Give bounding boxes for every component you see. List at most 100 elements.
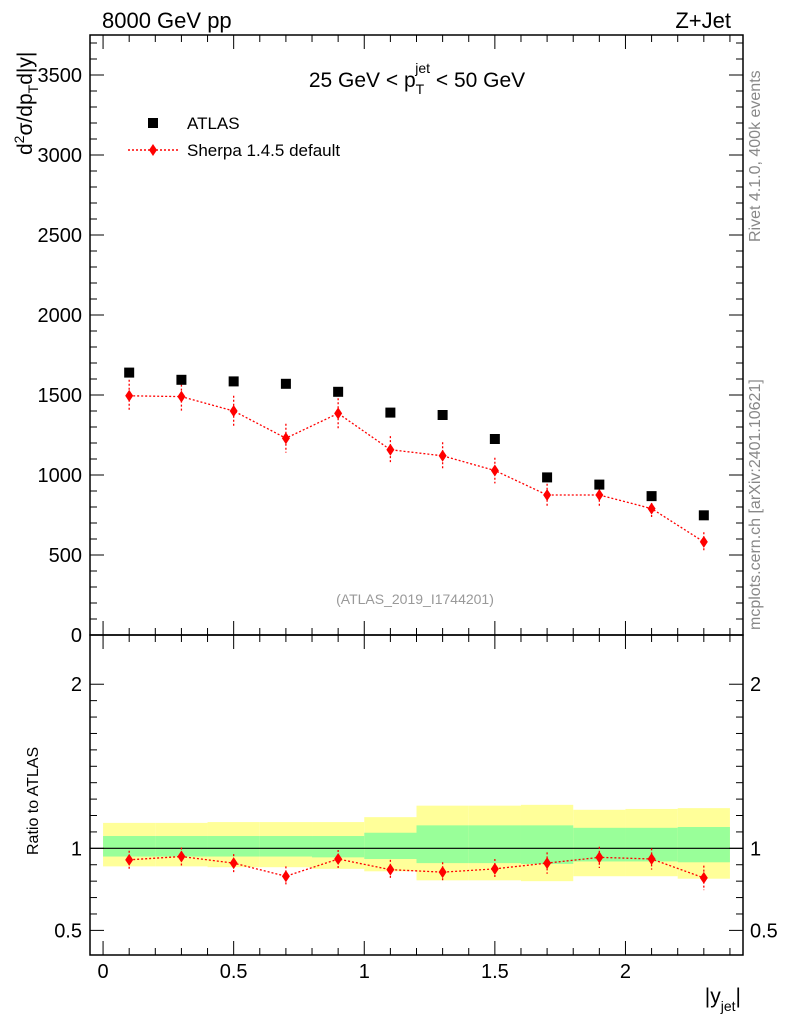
- sherpa-point: [229, 405, 238, 417]
- ratio-panel: 0.5 0.5 1 1 2 2 0 0.5 1 1.5 2 Ratio to ATLAS |yjet…: [25, 634, 778, 1014]
- x-tick-label: 1.5: [481, 961, 509, 983]
- ratio-band-green: [364, 832, 417, 859]
- sherpa-point: [490, 464, 499, 477]
- xlabel-sub: jet: [720, 998, 736, 1014]
- legend-sherpa-label: Sherpa 1.4.5 default: [187, 141, 340, 160]
- main-ylabel: d2σ/dpTd|y|: [11, 52, 41, 155]
- main-ticks: 0 500 1000 1500 2000 2500 3000 3500: [38, 35, 743, 647]
- sherpa-point: [438, 449, 447, 462]
- ratio-point: [490, 862, 499, 875]
- ratio-point: [125, 853, 134, 866]
- xlabel-post: |: [736, 985, 741, 1008]
- ratio-point: [386, 863, 395, 876]
- mcplots-label: mcplots.cern.ch [arXiv:2401.10621]: [747, 379, 764, 630]
- atlas-point: [542, 472, 553, 483]
- atlas-point: [698, 510, 709, 521]
- ratio-band-green: [155, 836, 208, 857]
- ratio-ticks: 0.5 0.5 1 1 2 2 0 0.5 1 1.5 2: [54, 635, 778, 983]
- ratio-point: [647, 853, 656, 865]
- ratio-ytick-label-right: 2: [750, 674, 761, 696]
- sherpa-point: [647, 502, 656, 515]
- x-tick-label: 0: [97, 961, 108, 983]
- atlas-point: [280, 378, 291, 389]
- main-ytick-label: 500: [49, 545, 82, 567]
- ylabel-sigma: σ/dp: [14, 93, 37, 135]
- ratio-band-green: [259, 836, 313, 857]
- panel-title-post: < 50 GeV: [430, 69, 525, 92]
- sherpa-point: [125, 389, 134, 402]
- panel-title-pre: 25 GeV < p: [309, 69, 416, 92]
- rivet-label: Rivet 4.1.0, 400k events: [747, 70, 764, 242]
- legend-sherpa-marker: [149, 144, 157, 156]
- main-marks: [124, 367, 709, 552]
- xlabel-pre: |y: [705, 985, 721, 1008]
- main-ytick-label: 2000: [38, 305, 83, 327]
- ratio-band-green: [207, 836, 260, 857]
- x-tick-label: 2: [620, 961, 631, 983]
- panel-title: 25 GeV < pTjet < 50 GeV: [309, 60, 525, 97]
- atlas-point: [333, 386, 344, 397]
- atlas-point: [228, 376, 239, 387]
- ratio-ylabel: Ratio to ATLAS: [25, 747, 42, 855]
- panel-title-sub: T: [416, 81, 425, 97]
- ratio-band-green: [468, 825, 521, 864]
- legend-atlas-marker: [148, 118, 158, 128]
- ylabel-rest: d|y|: [14, 52, 37, 85]
- legend-atlas-label: ATLAS: [187, 114, 240, 133]
- ratio-point: [334, 853, 343, 865]
- ratio-point: [595, 851, 604, 864]
- ratio-ytick-label-right: 1: [750, 838, 761, 860]
- atlas-point: [124, 367, 135, 378]
- ratio-band-green: [416, 825, 469, 864]
- ratio-point: [281, 870, 290, 883]
- ratio-bands: [90, 804, 743, 882]
- x-tick-label: 0.5: [220, 961, 248, 983]
- ylabel-sup: 2: [11, 135, 27, 143]
- sherpa-point: [177, 390, 186, 403]
- atlas-point: [437, 410, 448, 420]
- ratio-band-green: [677, 827, 730, 863]
- main-ytick-label: 3000: [38, 145, 83, 167]
- x-axis-label: |yjet|: [705, 985, 741, 1014]
- ratio-point: [543, 857, 552, 870]
- ratio-point: [229, 857, 238, 870]
- main-ytick-label: 0: [71, 625, 82, 647]
- panel-title-sup: jet: [414, 60, 430, 76]
- ratio-ytick-label-right: 0.5: [750, 920, 778, 942]
- ratio-marks: [125, 846, 708, 891]
- sherpa-point: [334, 407, 343, 420]
- atlas-point: [594, 479, 605, 490]
- ratio-line: [129, 855, 705, 879]
- sherpa-point: [595, 489, 604, 501]
- ylabel-sub: T: [25, 84, 41, 93]
- header-left-title: 8000 GeV pp: [102, 8, 232, 33]
- atlas-point: [385, 407, 396, 418]
- atlas-point: [176, 374, 187, 385]
- sherpa-point: [386, 443, 395, 456]
- sherpa-point: [281, 432, 290, 445]
- header-right-title: Z+Jet: [675, 8, 731, 33]
- main-ytick-label: 3500: [38, 65, 83, 87]
- ratio-frame: [89, 634, 744, 956]
- main-ytick-label: 1500: [38, 385, 83, 407]
- ratio-ytick-label-left: 2: [71, 674, 82, 696]
- sherpa-line: [129, 395, 705, 543]
- sherpa-point: [543, 489, 552, 501]
- atlas-point: [646, 491, 657, 502]
- legend: ATLAS Sherpa 1.4.5 default: [128, 114, 340, 160]
- ratio-band-green: [103, 836, 156, 857]
- atlas-point: [489, 434, 500, 444]
- ratio-point: [699, 871, 708, 884]
- ratio-ytick-label-left: 0.5: [54, 920, 82, 942]
- sherpa-point: [699, 535, 708, 548]
- ratio-point: [438, 866, 447, 879]
- main-ytick-label: 1000: [38, 465, 83, 487]
- ratio-point: [177, 850, 186, 863]
- ratio-ytick-label-left: 1: [71, 838, 82, 860]
- ratio-band-green: [312, 836, 365, 858]
- ylabel-d: d: [14, 143, 37, 155]
- main-ytick-label: 2500: [38, 225, 83, 247]
- watermark: (ATLAS_2019_I1744201): [336, 591, 494, 607]
